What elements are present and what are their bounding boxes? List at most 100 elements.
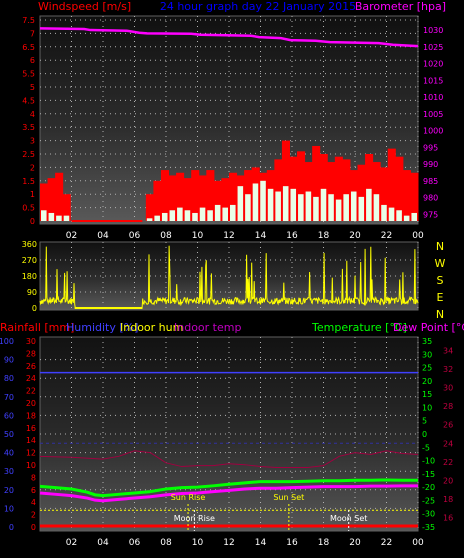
wind-gust-bar bbox=[160, 170, 170, 221]
x-tick-label: 00 bbox=[412, 231, 424, 241]
temperature-y-tick-label: 15 bbox=[422, 390, 432, 399]
wind-y-tick-label: 1.5 bbox=[22, 177, 35, 186]
humidity-y-tick-label: 30 bbox=[4, 467, 14, 476]
wind-gust-bar bbox=[274, 159, 283, 221]
wind-average-bar bbox=[298, 194, 304, 221]
wind-gust-bar bbox=[47, 178, 56, 221]
barometer-y-tick-label: 1010 bbox=[423, 93, 443, 102]
temperature-line bbox=[39, 478, 418, 498]
wind-gust-bar bbox=[176, 172, 185, 221]
rain-y-tick-label: 2 bbox=[31, 511, 36, 520]
wind-average-bar bbox=[214, 204, 221, 221]
temperature-y-tick-label: -15 bbox=[422, 470, 435, 479]
x-tick-label: 18 bbox=[318, 231, 330, 241]
rain-y-tick-label: 22 bbox=[26, 387, 36, 396]
temperature-y-tick-label: -10 bbox=[422, 457, 435, 466]
indoor-temp-y-tick-label: 26 bbox=[443, 421, 453, 430]
wind-gust-bar bbox=[229, 172, 238, 221]
indoor-temp-y-tick-label: 32 bbox=[443, 365, 453, 374]
wind-y-tick-label: 2 bbox=[30, 163, 35, 172]
direction-y-tick-label: 0 bbox=[32, 304, 37, 313]
rain-y-tick-label: 24 bbox=[26, 374, 36, 383]
wind-average-bar bbox=[305, 191, 312, 221]
wind-average-bar bbox=[177, 207, 183, 221]
x-tick-label: 16 bbox=[286, 231, 298, 241]
x-tick-label: 12 bbox=[223, 538, 234, 548]
wind-average-bar bbox=[146, 218, 153, 221]
x-tick-label: 02 bbox=[66, 231, 77, 241]
wind-average-bar bbox=[237, 186, 244, 221]
wind-gust-bar bbox=[387, 148, 396, 221]
wind-gust-bar bbox=[153, 180, 162, 221]
rainfall-axis-title: Rainfall [mm] bbox=[0, 321, 74, 334]
barometer-y-tick-label: 980 bbox=[423, 194, 438, 203]
direction-y-tick-label: 90 bbox=[27, 288, 37, 297]
barometer-y-tick-label: 1000 bbox=[423, 127, 443, 136]
temperature-y-tick-label: -35 bbox=[422, 523, 435, 532]
x-tick-label: 00 bbox=[412, 538, 424, 548]
wind-gust-bar bbox=[402, 170, 411, 221]
wind-average-bar bbox=[373, 194, 380, 221]
x-tick-label: 08 bbox=[160, 231, 172, 241]
moon-event-label: Moon Rise bbox=[174, 514, 215, 523]
wind-average-bar bbox=[184, 210, 191, 221]
humidity-y-tick-label: 60 bbox=[4, 411, 14, 420]
rain-y-tick-label: 28 bbox=[26, 349, 36, 358]
compass-label: S bbox=[437, 274, 444, 287]
rain-y-tick-label: 0 bbox=[31, 523, 36, 532]
x-tick-label: 22 bbox=[381, 231, 392, 241]
wind-average-bar bbox=[366, 188, 372, 221]
wind-gust-bar bbox=[281, 140, 290, 221]
wind-gust-bar bbox=[168, 175, 177, 221]
dewpoint-axis-title: Dew Point [°C] bbox=[393, 321, 464, 334]
rain-y-tick-label: 10 bbox=[26, 461, 36, 470]
wind-gust-bar bbox=[198, 175, 207, 221]
wind-average-bar bbox=[230, 204, 236, 221]
x-tick-label: 20 bbox=[349, 231, 361, 241]
wind-average-bar bbox=[56, 215, 62, 221]
barometer-axis-title: Barometer [hpa] bbox=[355, 0, 446, 13]
wind-gust-bar bbox=[40, 183, 49, 221]
temperature-y-tick-label: 0 bbox=[422, 430, 427, 439]
graph-date-title: 24 hour graph day 22 January 2015 bbox=[160, 0, 356, 13]
indoor-temp-y-tick-label: 30 bbox=[443, 384, 453, 393]
rain-y-tick-label: 30 bbox=[26, 337, 36, 346]
wind-average-bar bbox=[335, 199, 342, 221]
rain-y-tick-label: 12 bbox=[26, 449, 36, 458]
temperature-y-tick-label: 35 bbox=[422, 337, 432, 346]
barometer-line bbox=[39, 27, 419, 48]
wind-y-tick-label: 4 bbox=[30, 110, 35, 119]
wind-average-bar bbox=[396, 210, 402, 221]
temperature-panel: 0102030405060708090100024681012141618202… bbox=[0, 337, 453, 548]
x-tick-label: 20 bbox=[349, 538, 361, 548]
x-tick-label: 18 bbox=[318, 538, 330, 548]
rain-y-tick-label: 20 bbox=[26, 399, 36, 408]
wind-average-bar bbox=[245, 194, 251, 221]
wind-average-bar bbox=[41, 210, 47, 221]
wind-average-bar bbox=[207, 210, 213, 221]
x-tick-label: 14 bbox=[255, 231, 267, 241]
wind-average-bar bbox=[320, 188, 327, 221]
moon-event-label: Moon Set bbox=[330, 514, 367, 523]
x-tick-label: 02 bbox=[66, 538, 77, 548]
x-tick-label: 22 bbox=[381, 538, 392, 548]
wind-average-bar bbox=[290, 188, 297, 221]
compass-label: N bbox=[436, 308, 444, 321]
indoor-temp-y-tick-label: 34 bbox=[443, 346, 453, 355]
wind-average-bar bbox=[350, 191, 357, 221]
temperature-y-tick-label: -5 bbox=[422, 443, 430, 452]
wind-average-bar bbox=[267, 188, 274, 221]
temperature-y-tick-label: 5 bbox=[422, 417, 427, 426]
wind-gust-bar bbox=[357, 164, 366, 221]
temperature-y-tick-label: 20 bbox=[422, 377, 432, 386]
x-tick-label: 10 bbox=[192, 231, 204, 241]
wind-average-bar bbox=[275, 191, 281, 221]
wind-average-bar bbox=[192, 212, 198, 221]
x-tick-label: 08 bbox=[160, 538, 172, 548]
barometer-y-tick-label: 985 bbox=[423, 177, 438, 186]
wind-gust-bar bbox=[55, 172, 64, 221]
compass-label: W bbox=[435, 257, 446, 270]
rain-y-tick-label: 16 bbox=[26, 424, 36, 433]
